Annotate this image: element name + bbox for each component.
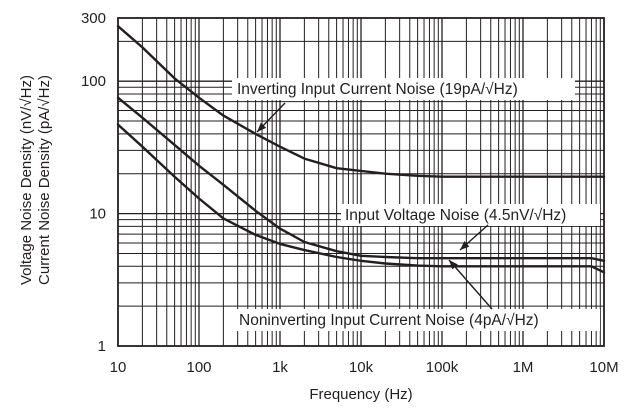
y-axis-title-current: Current Noise Density (pA/√Hz) — [36, 75, 53, 285]
annotation-background — [341, 204, 600, 226]
annotation-background — [232, 78, 575, 100]
y-axis-title-voltage: Voltage Noise Density (nV/√Hz) — [18, 75, 35, 285]
annotation-arrowhead — [449, 260, 458, 270]
series-line-input-voltage-noise — [116, 96, 606, 262]
x-tick-label: 10 — [110, 359, 127, 376]
annotation-arrowhead — [460, 241, 470, 250]
annotation-noninverting-input-current-noise: Noninverting Input Current Noise (4pA/√H… — [239, 312, 539, 329]
y-tick-labels: 1 10 100 300 — [81, 10, 106, 355]
x-tick-label: 10M — [589, 359, 618, 376]
y-tick-label: 10 — [89, 206, 106, 223]
x-tick-label: 1k — [272, 359, 288, 376]
series-line-noninverting-input-current-noise — [116, 123, 606, 274]
x-tick-labels: 10 100 1k 10k 100k 1M 10M — [110, 359, 619, 376]
x-axis-title: Frequency (Hz) — [309, 386, 412, 403]
x-tick-label: 100 — [186, 359, 211, 376]
x-tick-label: 100k — [426, 359, 459, 376]
annotation-arrow-line — [448, 259, 493, 310]
annotation-arrowhead — [257, 122, 267, 132]
annotation-inverting-input-current-noise: Inverting Input Current Noise (19pA/√Hz) — [237, 81, 518, 98]
y-tick-label: 1 — [98, 338, 106, 355]
plot-frame — [117, 17, 605, 347]
annotation-input-voltage-noise: Input Voltage Noise (4.5nV/√Hz) — [345, 207, 566, 224]
y-tick-label: 300 — [81, 10, 106, 27]
grid — [118, 18, 604, 346]
series-line-inverting-input-current-noise — [116, 25, 606, 178]
x-tick-label: 10k — [349, 359, 374, 376]
annotations: Inverting Input Current Noise (19pA/√Hz)… — [232, 78, 600, 331]
series-curves — [116, 25, 606, 274]
y-tick-label: 100 — [81, 73, 106, 90]
x-tick-label: 1M — [513, 359, 534, 376]
annotation-background — [234, 309, 600, 331]
